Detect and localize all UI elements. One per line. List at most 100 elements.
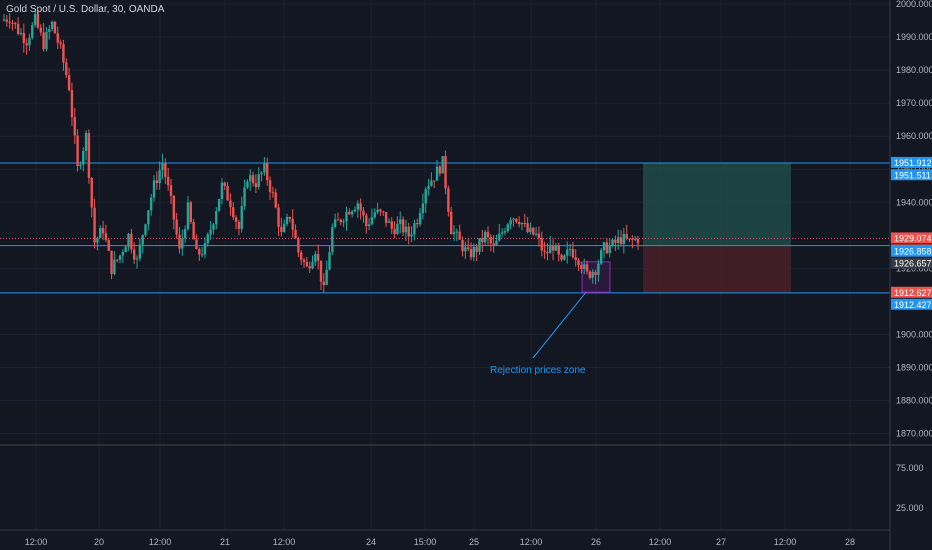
- candle-body: [2, 19, 6, 21]
- candle: [130, 228, 133, 254]
- candle: [186, 195, 190, 231]
- candle: [206, 232, 209, 247]
- candle: [382, 210, 385, 217]
- candle: [495, 234, 498, 246]
- candle: [127, 232, 130, 251]
- candle-body: [614, 239, 617, 243]
- candle-body: [65, 62, 68, 76]
- candle-body: [5, 19, 9, 22]
- candle: [110, 250, 113, 280]
- candle-body: [14, 22, 17, 24]
- candle-body: [251, 175, 255, 184]
- candle-body: [53, 21, 57, 34]
- candle: [478, 238, 481, 256]
- candle-body: [39, 27, 42, 33]
- price-label: 1912.627: [891, 286, 932, 298]
- candle: [396, 216, 399, 235]
- candle-body: [452, 232, 456, 235]
- candle-body: [583, 264, 586, 270]
- candle-body: [342, 221, 345, 223]
- price-label: 1926.858: [891, 245, 932, 257]
- candle-body: [554, 245, 558, 251]
- candle-body: [33, 14, 37, 25]
- candle-body: [594, 271, 597, 275]
- x-tick-label: 20: [94, 537, 104, 547]
- x-tick-label: 12:00: [520, 537, 543, 547]
- candle: [87, 129, 91, 184]
- candle: [11, 19, 14, 31]
- candle: [107, 238, 110, 252]
- candle: [350, 209, 354, 218]
- candle: [263, 157, 266, 176]
- price-label-bg: [891, 232, 932, 244]
- candle: [33, 9, 37, 28]
- candle-body: [93, 207, 96, 243]
- candle: [583, 258, 586, 275]
- candle-body: [316, 254, 320, 261]
- candle-body: [283, 223, 286, 232]
- candle-body: [232, 207, 235, 218]
- candle-body: [526, 223, 529, 233]
- candle-body: [523, 223, 526, 225]
- candle-body: [455, 231, 459, 233]
- candle: [189, 200, 193, 224]
- candle: [339, 218, 343, 226]
- candle-body: [203, 243, 207, 255]
- candle: [319, 260, 323, 290]
- candle-body: [633, 238, 637, 240]
- candle: [393, 220, 396, 239]
- candle-body: [413, 223, 416, 235]
- candle: [441, 155, 444, 174]
- candle-body: [234, 217, 238, 222]
- candle-body: [288, 216, 292, 219]
- candle: [447, 185, 450, 217]
- candle-body: [268, 180, 272, 192]
- candle-body: [625, 234, 628, 239]
- candle: [529, 222, 532, 235]
- candle-body: [591, 271, 594, 278]
- candle-body: [206, 234, 209, 244]
- candle-body: [220, 182, 224, 200]
- price-label-bg: [891, 245, 932, 257]
- candle-body: [356, 203, 359, 210]
- candle-body: [532, 227, 535, 235]
- candle-body: [84, 133, 88, 151]
- candle-body: [353, 209, 357, 212]
- candle: [25, 38, 28, 55]
- candle: [345, 206, 348, 231]
- candle: [614, 235, 617, 251]
- candle-body: [608, 245, 611, 254]
- candle: [234, 215, 238, 230]
- candle-body: [410, 234, 413, 237]
- price-label-text: 1926.858: [894, 247, 932, 257]
- candle: [65, 58, 68, 78]
- candle-body: [322, 281, 326, 285]
- candle-body: [367, 224, 371, 226]
- candle: [390, 216, 393, 235]
- candle-body: [249, 175, 252, 182]
- candle-body: [285, 216, 289, 224]
- candle: [195, 234, 198, 250]
- candle: [243, 179, 246, 211]
- candle: [520, 222, 524, 231]
- candle-body: [260, 172, 263, 175]
- candle: [2, 13, 6, 22]
- candle: [158, 161, 161, 190]
- candle: [118, 254, 122, 264]
- candle-body: [574, 257, 577, 261]
- candle: [70, 82, 74, 126]
- candle: [597, 259, 600, 282]
- candle-body: [246, 181, 249, 188]
- candle-body: [365, 215, 368, 226]
- candle: [342, 218, 345, 228]
- candle: [365, 212, 368, 234]
- candle-body: [45, 31, 48, 50]
- candle-body: [212, 224, 215, 230]
- candle: [325, 260, 328, 286]
- candle: [543, 241, 546, 259]
- candle: [152, 175, 156, 202]
- candle: [104, 224, 108, 243]
- candle: [512, 217, 515, 227]
- price-label: 1912.427: [891, 298, 932, 310]
